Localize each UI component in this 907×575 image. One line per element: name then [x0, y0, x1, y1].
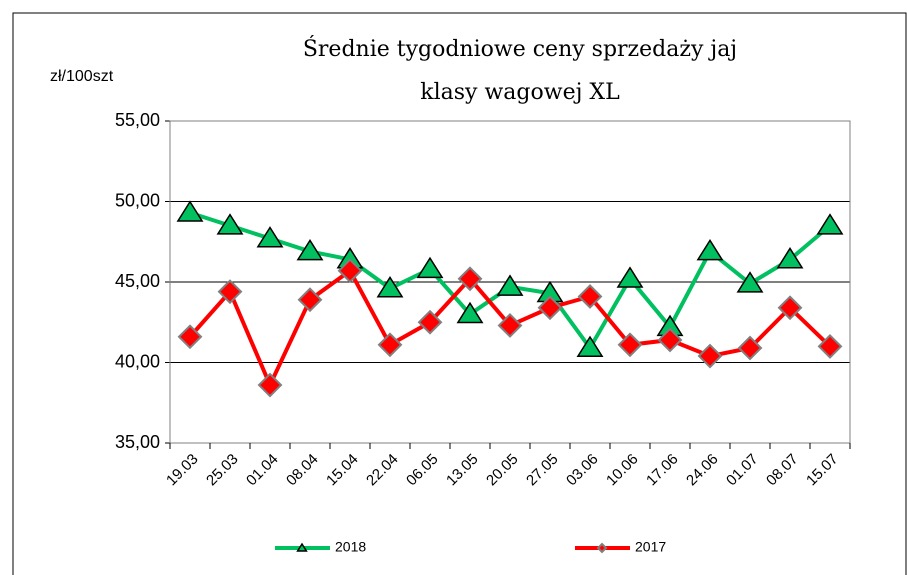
data-point	[176, 200, 204, 222]
data-point	[416, 256, 444, 279]
y-axis-label: zł/100szt	[50, 68, 114, 85]
data-point	[697, 343, 723, 369]
data-point	[616, 266, 644, 288]
data-point	[777, 295, 803, 321]
data-point	[497, 313, 523, 338]
chart-title: klasy wagowej XL	[420, 80, 620, 105]
data-point	[537, 295, 563, 321]
data-point	[457, 266, 483, 292]
data-point	[817, 333, 843, 359]
data-point	[377, 332, 403, 358]
plot-border	[169, 120, 851, 444]
data-point	[337, 258, 363, 284]
data-point	[576, 335, 604, 358]
data-point	[456, 301, 484, 324]
y-tick-label: 50,00	[115, 190, 160, 210]
legend-label: 2017	[635, 539, 666, 555]
data-point	[617, 332, 643, 358]
data-point	[816, 213, 844, 235]
data-point	[256, 226, 284, 248]
y-tick-label: 35,00	[115, 432, 160, 452]
data-point	[417, 309, 443, 335]
chart-title: Średnie tygodniowe ceny sprzedaży jaj	[303, 35, 737, 62]
data-point	[257, 372, 283, 398]
frame	[12, 12, 907, 575]
data-point	[736, 271, 764, 293]
y-tick-label: 45,00	[115, 271, 160, 291]
data-point	[177, 324, 203, 350]
y-tick-label: 55,00	[115, 110, 160, 130]
data-point	[296, 239, 324, 261]
data-point	[216, 213, 244, 235]
legend-marker	[596, 542, 608, 554]
legend-marker	[296, 542, 308, 552]
data-point	[297, 287, 323, 313]
data-point	[577, 284, 603, 309]
data-point	[696, 239, 724, 261]
data-point	[217, 279, 243, 305]
y-tick-label: 40,00	[115, 351, 160, 371]
data-point	[496, 274, 524, 296]
data-point	[737, 335, 763, 361]
data-point	[376, 276, 404, 298]
data-point	[657, 327, 683, 353]
legend-label: 2018	[335, 539, 366, 555]
data-point	[776, 247, 804, 269]
